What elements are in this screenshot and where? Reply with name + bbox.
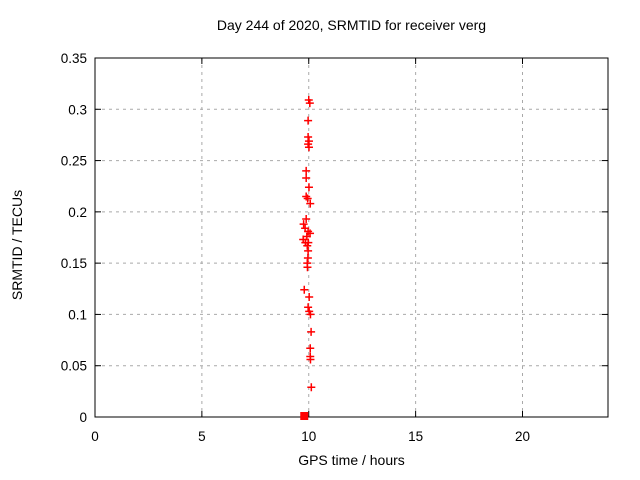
data-point-plus bbox=[304, 246, 313, 255]
x-tick-label: 10 bbox=[301, 429, 316, 444]
data-point-plus bbox=[304, 183, 313, 192]
x-tick-label: 5 bbox=[198, 429, 206, 444]
y-tick-label: 0.35 bbox=[61, 51, 87, 66]
data-point-plus bbox=[306, 199, 315, 208]
data-point-plus bbox=[303, 263, 312, 272]
x-tick-label: 0 bbox=[91, 429, 99, 444]
data-point-plus bbox=[302, 174, 311, 183]
data-point-plus bbox=[307, 383, 316, 392]
y-tick-label: 0.3 bbox=[68, 102, 87, 117]
data-point-plus bbox=[300, 285, 309, 294]
data-point-plus bbox=[306, 344, 315, 353]
data-point-plus bbox=[303, 194, 312, 203]
data-point-plus bbox=[307, 327, 316, 336]
data-point-plus bbox=[304, 132, 313, 141]
data-point-plus bbox=[302, 215, 311, 224]
data-point-plus bbox=[303, 241, 312, 250]
x-tick-label: 20 bbox=[515, 429, 530, 444]
y-tick-label: 0 bbox=[79, 410, 87, 425]
y-tick-label: 0.25 bbox=[61, 154, 87, 169]
chart-title: Day 244 of 2020, SRMTID for receiver ver… bbox=[216, 17, 487, 33]
data-point-plus bbox=[304, 143, 313, 152]
data-point-plus bbox=[304, 116, 313, 125]
data-point-plus bbox=[304, 303, 313, 312]
data-point-plus bbox=[306, 355, 315, 364]
y-tick-label: 0.05 bbox=[61, 359, 87, 374]
y-tick-label: 0.1 bbox=[68, 307, 87, 322]
data-point-square bbox=[300, 412, 309, 420]
data-point-plus bbox=[305, 99, 314, 108]
y-tick-label: 0.15 bbox=[61, 256, 87, 271]
x-tick-label: 15 bbox=[408, 429, 423, 444]
plot-border bbox=[94, 57, 609, 418]
y-tick-label: 0.2 bbox=[68, 205, 87, 220]
x-axis-label: GPS time / hours bbox=[298, 452, 405, 468]
data-point-plus bbox=[305, 292, 314, 301]
data-point-plus bbox=[302, 166, 311, 175]
data-point-plus bbox=[299, 220, 308, 229]
data-point-plus bbox=[306, 310, 315, 319]
